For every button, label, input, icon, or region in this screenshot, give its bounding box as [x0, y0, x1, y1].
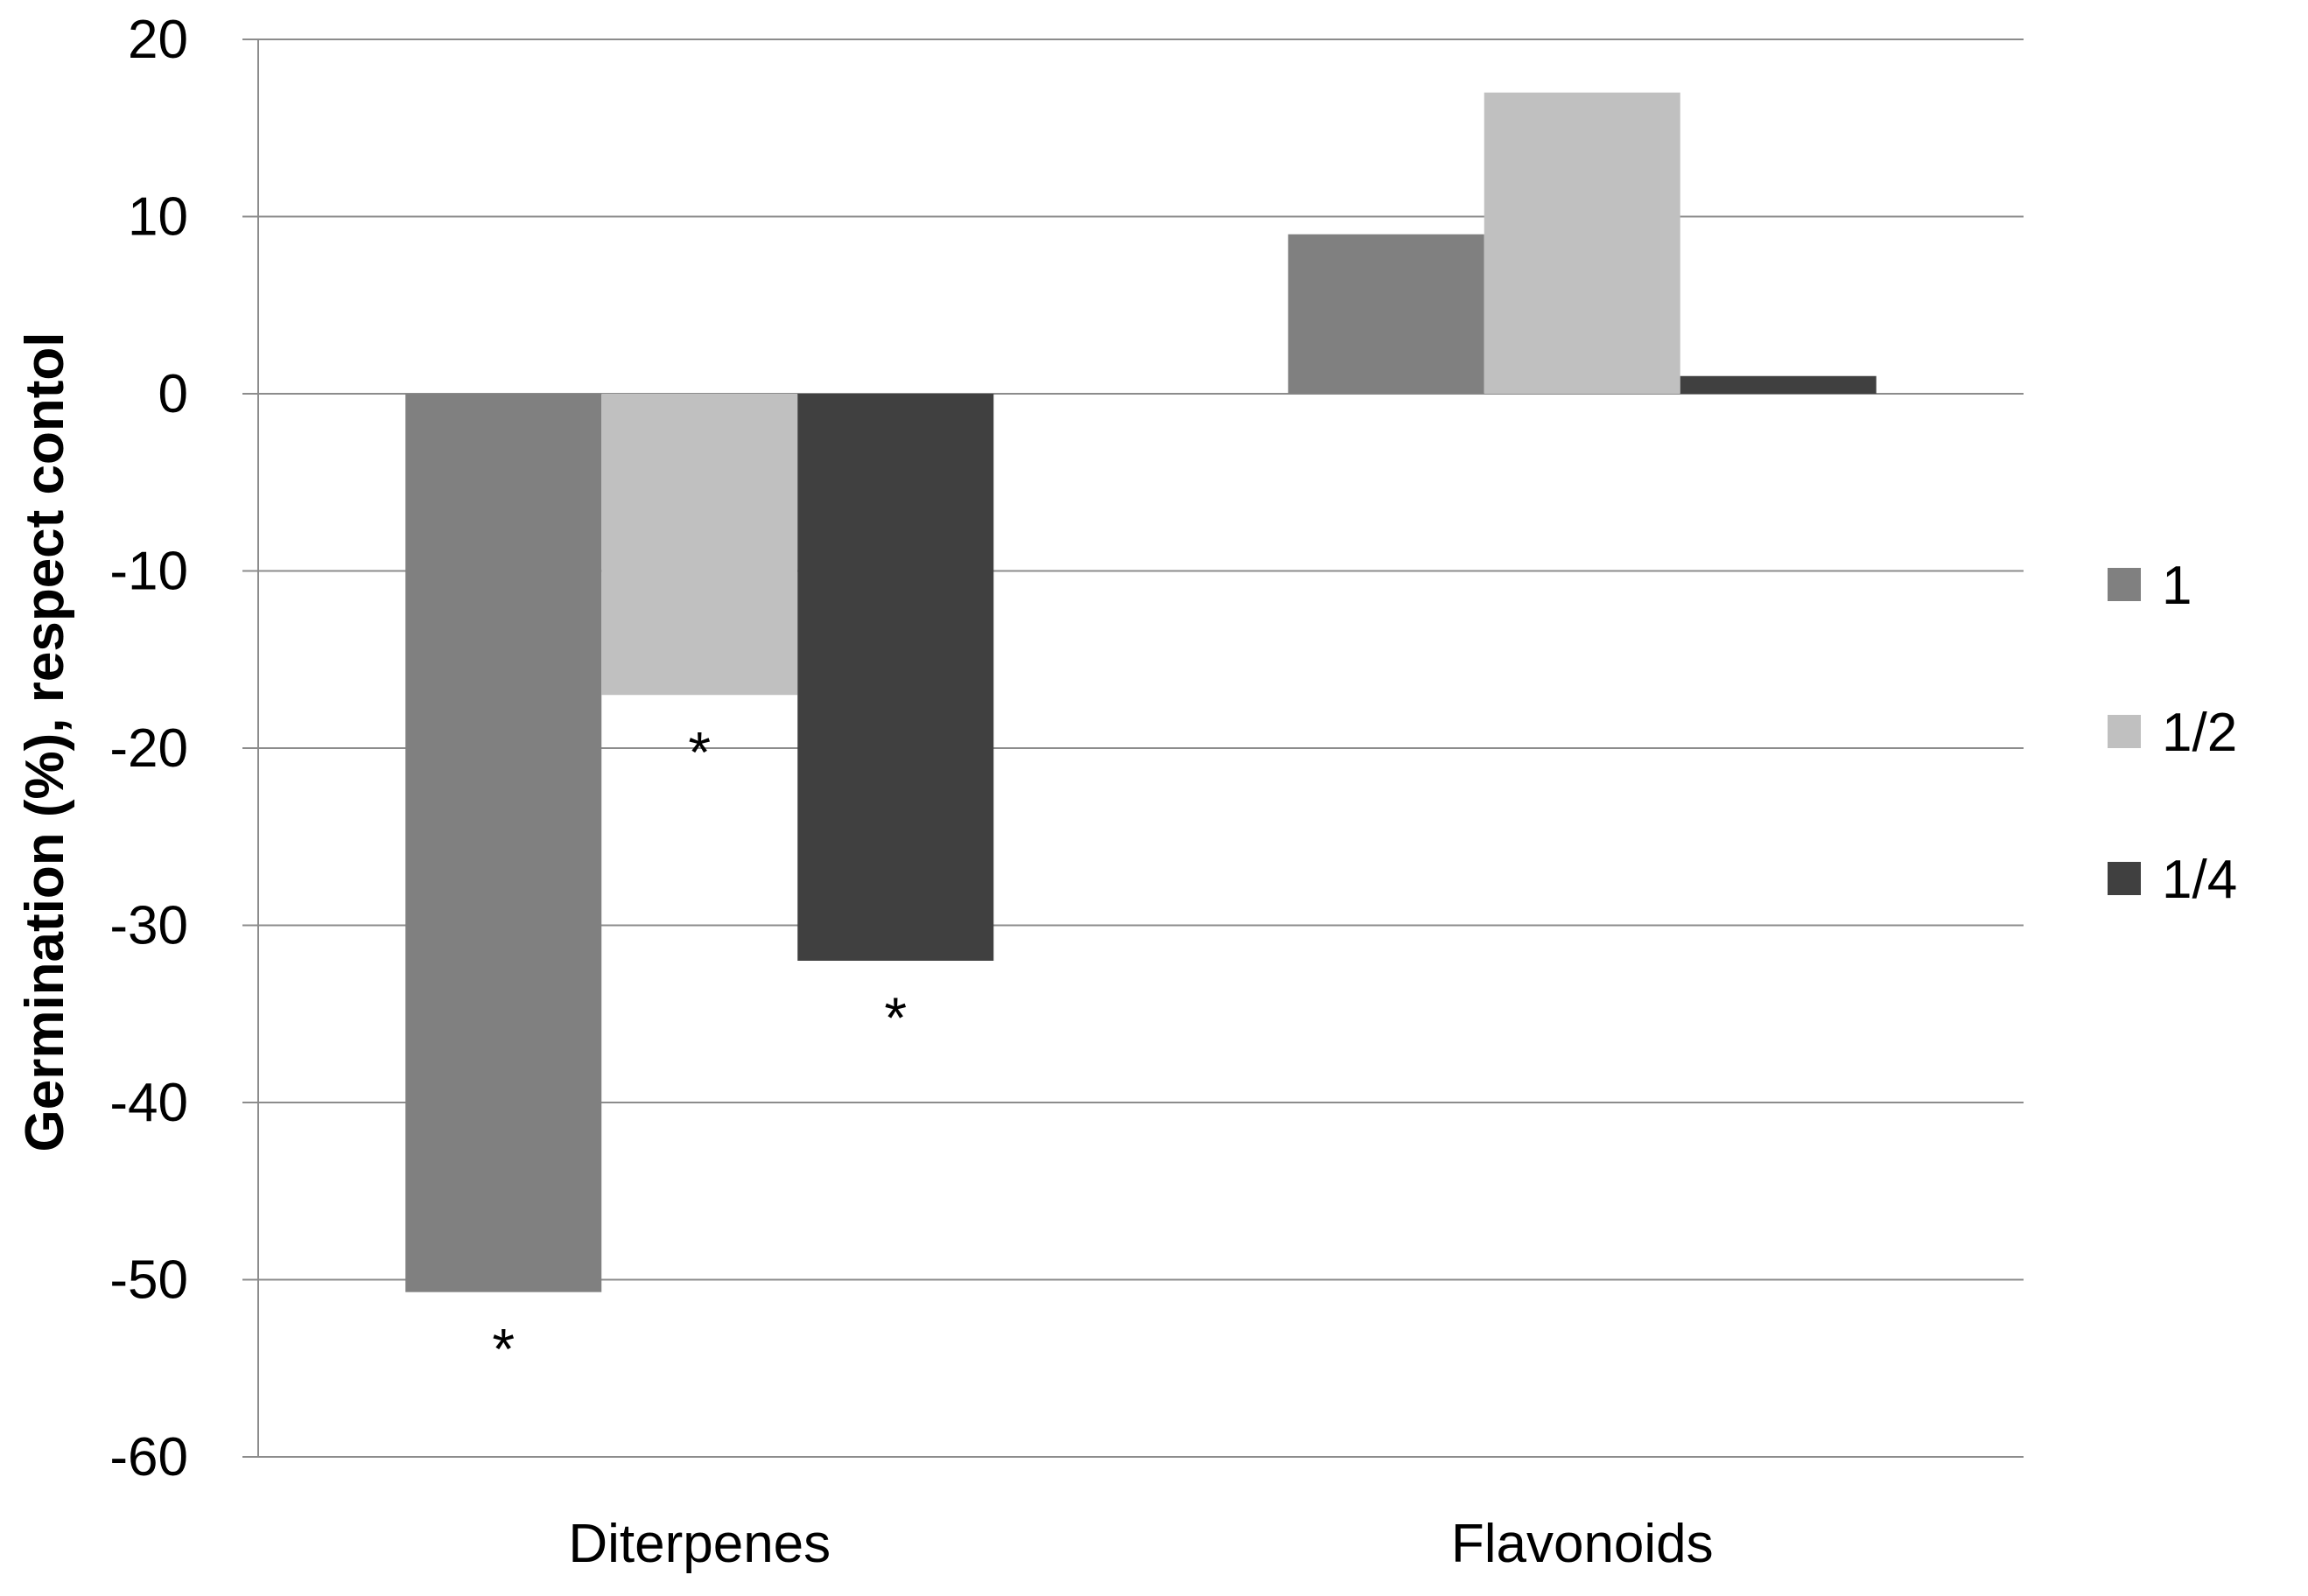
x-category-labels: Diterpenes Flavonoids: [568, 1514, 1713, 1574]
bar-flavonoids-1-4: [1680, 375, 1877, 394]
y-tick-label: 20: [128, 10, 188, 70]
y-axis-title: Germination (%), respect contol: [15, 332, 75, 1152]
y-tick-label: 10: [128, 187, 188, 248]
bar-flavonoids-1-2: [1484, 92, 1680, 394]
y-tick-label: -20: [109, 718, 188, 779]
significance-asterisk: *: [492, 1317, 515, 1382]
legend-swatch: [2108, 862, 2141, 895]
x-category-label: Diterpenes: [568, 1514, 831, 1574]
legend-label: 1: [2162, 556, 2192, 616]
significance-markers: * * *: [492, 719, 907, 1381]
y-tick-label: 0: [158, 364, 188, 424]
y-tick-label: -30: [109, 896, 188, 956]
bar-flavonoids-1: [1287, 234, 1484, 394]
legend-label: 1/2: [2162, 703, 2237, 763]
bar-diterpenes-1-4: [797, 394, 994, 961]
significance-asterisk: *: [884, 985, 907, 1050]
y-tick-label: -50: [109, 1250, 188, 1311]
legend-label: 1/4: [2162, 850, 2237, 910]
y-tick-labels: 20 10 0 -10 -20 -30 -40 -50 -60: [109, 10, 188, 1488]
y-tick-label: -40: [109, 1073, 188, 1133]
y-tick-label: -60: [109, 1427, 188, 1488]
significance-asterisk: *: [688, 719, 711, 784]
legend-swatch: [2108, 568, 2141, 601]
axes: [242, 38, 259, 1458]
bar-diterpenes-1-2: [601, 394, 798, 696]
legend-swatch: [2108, 715, 2141, 748]
legend: 1 1/2 1/4: [2108, 556, 2237, 910]
y-tick-label: -10: [109, 542, 188, 602]
x-category-label: Flavonoids: [1451, 1514, 1714, 1574]
bar-diterpenes-1: [405, 394, 602, 1292]
bars: [405, 92, 1877, 1292]
